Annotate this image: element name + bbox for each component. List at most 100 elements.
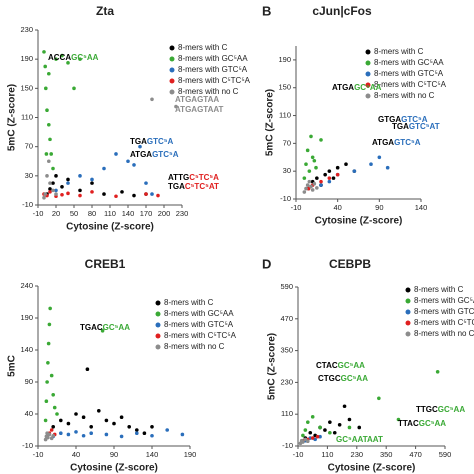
point [385, 165, 390, 170]
annotation: GC⁵AATAAT [336, 435, 383, 444]
point [66, 177, 70, 182]
x-tick-label: 140 [146, 450, 159, 459]
annotation-text: ATTG [168, 173, 189, 182]
annotation-highlight: GTC⁵A [394, 138, 421, 147]
x-tick-label: -10 [293, 450, 304, 459]
annotation-text: ATGAGTAA [175, 95, 219, 104]
y-tick-label: 110 [279, 111, 291, 120]
annotation-text: TGAC [80, 323, 103, 332]
x-tick-label: 200 [158, 209, 171, 218]
point [66, 421, 71, 426]
point [304, 162, 308, 167]
legend-marker [169, 56, 175, 62]
point [306, 420, 310, 424]
x-axis-label: Cytosine (Z-score) [328, 463, 416, 474]
annotation-text: ACCA [48, 53, 71, 62]
point [45, 174, 49, 178]
legend-label: 8-mers with GC⁵AA [178, 54, 248, 63]
point [303, 437, 308, 442]
annotation-text: ATGAGTAAT [175, 105, 224, 114]
legend-marker [365, 93, 371, 99]
point [49, 373, 54, 378]
point [59, 431, 63, 436]
annotation-text: CTGC [318, 374, 341, 383]
point [112, 421, 116, 426]
point [42, 50, 46, 54]
x-tick-label: 230 [351, 450, 364, 459]
point [328, 420, 332, 424]
point [377, 396, 381, 401]
y-tick-label: 190 [20, 313, 33, 322]
point [114, 152, 118, 156]
point [42, 195, 46, 200]
legend-marker [155, 311, 161, 317]
point [104, 432, 109, 437]
x-axis-label: Cytosine (Z-score) [66, 222, 154, 233]
point [135, 428, 139, 432]
point [301, 440, 305, 444]
legend-label: 8-mers with C [178, 43, 228, 52]
point [150, 425, 154, 429]
point [323, 172, 327, 177]
point [54, 57, 58, 61]
point [314, 165, 318, 170]
point [51, 433, 55, 438]
point [165, 428, 169, 432]
point [47, 122, 51, 127]
x-tick-label: 230 [176, 209, 189, 218]
point [44, 152, 49, 156]
legend-marker [169, 67, 175, 73]
chart-title: Zta [96, 4, 114, 18]
point [132, 163, 136, 167]
point [59, 418, 63, 423]
y-axis-label: 5mC [7, 355, 18, 377]
point [327, 176, 332, 180]
legend-label: 8-mers with GTC⁵A [374, 69, 444, 78]
legend-label: 8-mers with GTC⁵A [178, 65, 248, 74]
point [66, 61, 70, 65]
annotation: ATGAGTAA [175, 95, 219, 104]
legend-label: 8-mers with GTC⁵A [414, 307, 474, 316]
point [335, 165, 340, 170]
point [44, 86, 48, 91]
point [102, 192, 106, 196]
point [310, 436, 315, 440]
point [104, 418, 109, 423]
legend-label: 8-mers with no C [414, 329, 474, 338]
y-tick-label: -10 [22, 441, 33, 450]
annotation-highlight: GC⁵AA [338, 361, 366, 370]
annotation-text: TGA [130, 137, 147, 146]
point [48, 181, 52, 185]
point [47, 432, 52, 437]
point [352, 169, 357, 173]
legend-label: 8-mers with no C [164, 342, 225, 351]
legend-label: 8-mers with C⁵TC⁵A [178, 76, 251, 85]
point [78, 188, 82, 193]
point [89, 425, 93, 429]
y-tick-label: 30 [25, 171, 33, 180]
x-tick-label: 90 [375, 203, 383, 212]
x-tick-label: 90 [110, 450, 118, 459]
y-tick-label: -10 [22, 200, 33, 209]
y-tick-label: 30 [283, 166, 291, 175]
annotation: ATGAGTC⁵A [130, 150, 179, 159]
point [347, 417, 352, 422]
panel-label: B [262, 3, 271, 18]
point [97, 409, 101, 413]
annotation: CTACGC⁵AA [316, 361, 365, 370]
annotation-text: TTGC [416, 405, 438, 414]
annotation: TTACGC⁵AA [398, 419, 446, 428]
y-tick-label: 590 [280, 282, 293, 291]
legend-label: 8-mers with C⁵TC⁵A [164, 331, 237, 340]
point [90, 181, 94, 185]
legend-marker [155, 344, 161, 350]
point [323, 428, 327, 432]
point [308, 430, 313, 435]
point [60, 53, 64, 58]
point [49, 428, 54, 432]
point [78, 193, 82, 198]
point [435, 370, 440, 374]
point [47, 322, 52, 327]
annotation: ATGAGTAAT [175, 105, 224, 114]
